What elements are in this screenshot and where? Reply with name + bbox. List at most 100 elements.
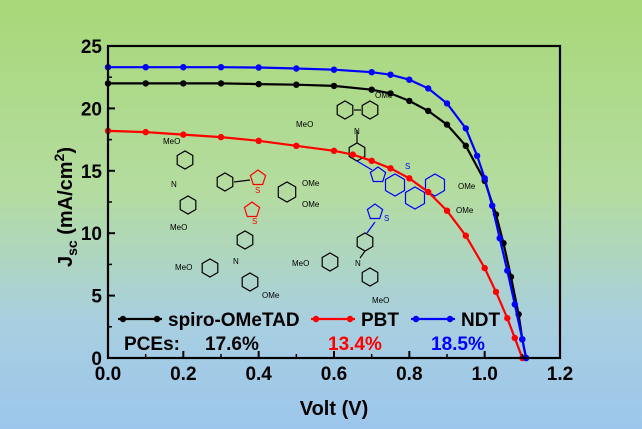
data-point-pbt (349, 151, 356, 158)
data-point-ndt (217, 63, 225, 71)
data-point-pbt (443, 207, 451, 214)
data-point-ndt (425, 85, 432, 92)
molecule-label: OMe (456, 206, 474, 215)
legend-marker-ndt (412, 315, 420, 323)
molecule-bond (356, 160, 373, 171)
data-point-pbt (511, 334, 518, 342)
pce-value-pbt: 13.4% (328, 334, 382, 355)
molecule-bond (233, 179, 251, 183)
y-tick-label: 15 (81, 162, 103, 183)
data-point-ndt (443, 100, 451, 107)
x-tick-label: 0.0 (95, 364, 121, 385)
data-point-spiro-ometad (293, 81, 300, 88)
molecule-label: MeO (292, 259, 309, 268)
y-tick-label: 20 (81, 99, 102, 120)
molecule-label: N (171, 180, 177, 189)
x-tick-label: 0.8 (396, 364, 422, 385)
data-point-spiro-ometad (462, 142, 469, 149)
data-point-ndt (293, 65, 300, 72)
pce-value-spiro-ometad: 17.6% (205, 334, 259, 355)
y-axis-title: Jsc (mA/cm2) (51, 147, 80, 267)
data-point-ndt (142, 63, 149, 71)
y-tick-label: 10 (81, 224, 102, 245)
data-point-spiro-ometad (217, 80, 225, 87)
data-point-pbt (406, 175, 413, 182)
data-point-pbt (387, 165, 394, 172)
ndt-core-ring (424, 173, 446, 197)
data-point-ndt (406, 76, 413, 83)
data-point-spiro-ometad (425, 107, 432, 115)
pce-value-ndt: 18.5% (431, 334, 485, 355)
axes-layer: 0.0 0.2 0.4 0.6 0.8 1.0 1.2 0 5 10 15 20 25 Volt (V) J… (51, 37, 573, 420)
data-point-ndt (330, 66, 338, 73)
legend-label-pbt: PBT (361, 310, 399, 331)
pbt-thiophene-ring (243, 201, 261, 218)
ndt-phenyl-ring (361, 267, 379, 287)
molecule-label: MeO (175, 263, 192, 272)
data-point-spiro-ometad (443, 121, 451, 128)
pbt-phenyl-ring (241, 272, 259, 292)
pbt-phenyl-ring (236, 230, 254, 250)
molecule-label: MeO (372, 296, 389, 305)
molecule-label: N (354, 127, 360, 136)
legend-label-spiro-ometad: spiro-OMeTAD (168, 310, 300, 331)
data-point-ndt (489, 202, 496, 209)
ndt-thiophene-ring (366, 203, 384, 220)
x-tick-label: 0.2 (170, 364, 196, 385)
ndt-core-ring (404, 186, 426, 210)
pbt-phenyl-ring (176, 150, 194, 170)
data-point-pbt (255, 137, 262, 144)
data-point-spiro-ometad (180, 80, 187, 87)
molecule-label: N (355, 259, 361, 268)
pbt-phenyl-ring (201, 258, 219, 278)
molecule-label: MeO (170, 223, 187, 232)
legend: spiro-OMeTAD 17.6% PBT 13.4% NDT 18.5% PCEs: (118, 310, 500, 355)
legend-marker-pbt (312, 315, 320, 323)
data-point-pbt (368, 157, 375, 164)
y-tick-label: 0 (91, 349, 102, 370)
data-point-ndt (368, 69, 375, 76)
molecule-label: S (252, 217, 257, 226)
ndt-phenyl-ring (361, 100, 379, 120)
data-point-ndt (511, 301, 518, 308)
x-tick-label: 1.0 (471, 364, 497, 385)
molecule-label: S (384, 214, 389, 223)
x-tick-label: 0.4 (245, 364, 272, 385)
data-point-ndt (496, 235, 503, 242)
molecule-label: MeO (296, 120, 313, 129)
legend-label-ndt: NDT (461, 310, 500, 331)
data-point-spiro-ometad (255, 80, 262, 88)
series-layer (104, 63, 530, 362)
legend-marker-spiro-ometad (119, 315, 127, 323)
pbt-phenyl-ring (179, 195, 197, 215)
data-point-pbt (504, 314, 511, 322)
data-point-ndt (504, 267, 511, 274)
molecule-label: MeO (163, 137, 180, 146)
data-point-ndt (481, 175, 488, 182)
x-axis-title: Volt (V) (300, 398, 369, 420)
ndt-phenyl-ring (356, 232, 374, 252)
data-point-spiro-ometad (142, 80, 149, 87)
data-point-spiro-ometad (387, 90, 394, 97)
pbt-phenyl-ring (216, 172, 234, 192)
data-point-ndt (255, 64, 262, 71)
data-point-ndt (180, 63, 187, 71)
molecule-label: OMe (302, 179, 320, 188)
ndt-core-ring (384, 173, 406, 197)
data-point-pbt (481, 264, 488, 272)
molecule-label: OMe (302, 200, 320, 209)
legend-marker-pbt (346, 315, 354, 323)
data-point-pbt (425, 188, 432, 196)
legend-marker-spiro-ometad (153, 315, 161, 323)
y-tick-label: 5 (91, 287, 102, 308)
molecule-structures: N MeO S S OMe OMe OMe N MeO MeO N MeO MeO S S OMe OMe N Me… (163, 91, 476, 305)
x-tick-label: 1.2 (547, 364, 573, 385)
data-point-ndt (462, 125, 469, 132)
molecule-bond (366, 221, 376, 234)
data-point-ndt (519, 336, 526, 343)
pce-label: PCEs: (124, 334, 180, 355)
molecule-label: OMe (458, 182, 476, 191)
data-point-pbt (217, 133, 225, 141)
